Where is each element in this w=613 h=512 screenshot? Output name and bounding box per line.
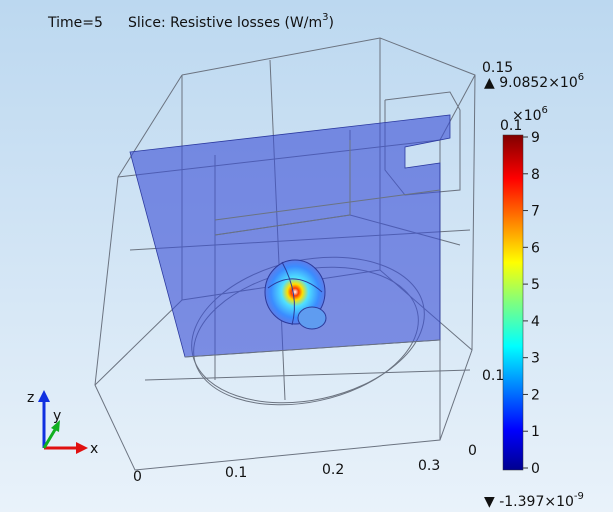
colorbar-tick-label: 3 <box>531 351 540 367</box>
hotspot <box>264 259 327 330</box>
colorbar <box>502 134 524 471</box>
colorbar-tick-label: 7 <box>531 204 540 220</box>
exponent-sup: 6 <box>542 105 548 116</box>
plot-title: Slice: Resistive losses (W/m3) <box>128 12 334 31</box>
x-axis-tick-label: 0.1 <box>225 465 247 481</box>
min-value: ▼ -1.397×10 <box>484 494 574 510</box>
exponent-base: ×10 <box>512 108 542 124</box>
title-text: Slice: Resistive losses (W/m <box>128 15 322 31</box>
x-axis-tick-label: 0 <box>133 469 142 485</box>
colorbar-tick-label: 4 <box>531 314 540 330</box>
max-label: ▲ 9.0852×106 <box>484 72 584 91</box>
title-end: ) <box>329 15 334 31</box>
axis-triad <box>38 390 88 454</box>
colorbar-tick-label: 6 <box>531 240 540 256</box>
triad-label: x <box>90 441 98 457</box>
slice-wireframe <box>184 140 441 358</box>
colorbar-exponent: ×106 <box>512 105 548 124</box>
title-superscript: 3 <box>322 12 328 23</box>
triad-label: y <box>53 408 61 424</box>
x-axis-tick-label: 0.2 <box>322 462 344 478</box>
y-axis-tick-label: 0.1 <box>482 368 504 384</box>
time-label: Time=5 <box>47 15 103 31</box>
min-exponent: -9 <box>574 491 584 502</box>
colorbar-tick-label: 2 <box>531 387 540 403</box>
y-axis-tick-label: 0 <box>468 443 477 459</box>
colorbar-tick-label: 9 <box>531 130 540 146</box>
min-label: ▼ -1.397×10-9 <box>484 491 584 510</box>
colorbar-tick-label: 1 <box>531 424 540 440</box>
colorbar-tick-label: 5 <box>531 277 540 293</box>
y-axis-tick-label: 0.15 <box>482 60 513 76</box>
y-axis-tick-label: 0.1 <box>500 118 522 134</box>
x-axis-tick-label: 0.3 <box>418 458 440 474</box>
max-exponent: 6 <box>578 72 584 83</box>
colorbar-tick-label: 0 <box>531 461 540 477</box>
max-value: ▲ 9.0852×10 <box>484 75 578 91</box>
colorbar-tick-label: 8 <box>531 167 540 183</box>
triad-label: z <box>27 390 34 406</box>
